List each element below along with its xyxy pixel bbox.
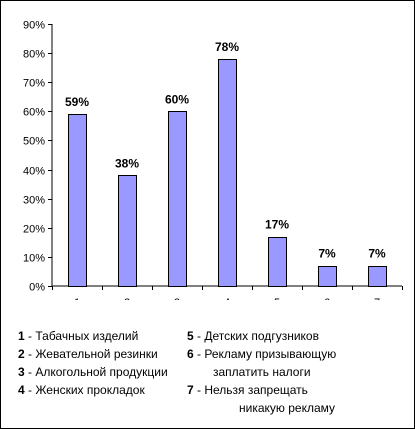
data-label: 17% (265, 218, 289, 232)
legend-text: - Алкогольной продукции (24, 365, 168, 379)
legend-text: - Нельзя запрещать (193, 383, 308, 397)
legend-item-3: 3 - Алкогольной продукции (18, 363, 168, 381)
legend-num: 4 (18, 383, 25, 397)
legend-item-5: 5 - Детских подгузников (187, 327, 336, 345)
legend-num: 2 (18, 347, 25, 361)
y-tick-label: 30% (23, 195, 45, 207)
data-label: 78% (215, 40, 239, 54)
x-tick-label: 3 (174, 297, 180, 300)
data-label: 7% (368, 247, 386, 261)
bar (268, 237, 287, 287)
bar (118, 175, 137, 287)
legend-num: 6 (187, 347, 194, 361)
legend-num: 5 (187, 329, 194, 343)
y-tick-label: 0% (29, 282, 45, 294)
legend-item-4: 4 - Женских прокладок (18, 381, 168, 399)
bar (218, 59, 237, 287)
data-label: 59% (65, 95, 89, 109)
legend-left: 1 - Табачных изделий 2 - Жевательной рез… (18, 327, 168, 399)
data-label: 7% (318, 247, 336, 261)
y-tick-label: 70% (23, 78, 45, 90)
legend-text: - Жевательной резинки (24, 347, 158, 361)
y-tick-label: 10% (23, 253, 45, 265)
legend-num: 1 (18, 329, 25, 343)
y-tick-label: 90% (23, 20, 45, 32)
x-tick-label: 2 (124, 297, 130, 300)
bar (168, 111, 187, 287)
y-tick-label: 20% (23, 224, 45, 236)
legend-item-7-continued: никакую рекламу (239, 401, 336, 415)
legend-item-2: 2 - Жевательной резинки (18, 345, 168, 363)
y-tick-label: 60% (23, 107, 45, 119)
bar (368, 266, 387, 287)
legend-text: - Рекламу призывающую (193, 347, 337, 361)
legend-item-7: 7 - Нельзя запрещать (187, 381, 336, 399)
data-label: 38% (115, 156, 139, 170)
legend-item-6-continued: заплатить налоги (213, 365, 311, 379)
y-tick-label: 50% (23, 136, 45, 148)
data-label: 60% (165, 92, 189, 106)
bar-chart: 0% 10% 20% 30% 40% 50% 60% 70% 80% 90% 59% 1 38% 2 60%… (23, 20, 403, 300)
x-tick-label: 7 (374, 297, 380, 300)
x-tick-label: 6 (324, 297, 330, 300)
x-tick-label: 4 (224, 297, 230, 300)
bar (318, 266, 337, 287)
y-tick-label: 80% (23, 49, 45, 61)
legend-num: 3 (18, 365, 25, 379)
legend-text: - Детских подгузников (193, 329, 319, 343)
legend-right: 5 - Детских подгузников 6 - Рекламу приз… (187, 327, 336, 417)
legend-item-1: 1 - Табачных изделий (18, 327, 168, 345)
x-tick-label: 1 (74, 297, 80, 300)
legend-text: - Женских прокладок (24, 383, 145, 397)
x-tick-label: 5 (274, 297, 280, 300)
legend-text: - Табачных изделий (24, 329, 139, 343)
legend-num: 7 (187, 383, 194, 397)
bar (68, 114, 87, 287)
y-tick-label: 40% (23, 166, 45, 178)
legend-item-6: 6 - Рекламу призывающую (187, 345, 336, 363)
